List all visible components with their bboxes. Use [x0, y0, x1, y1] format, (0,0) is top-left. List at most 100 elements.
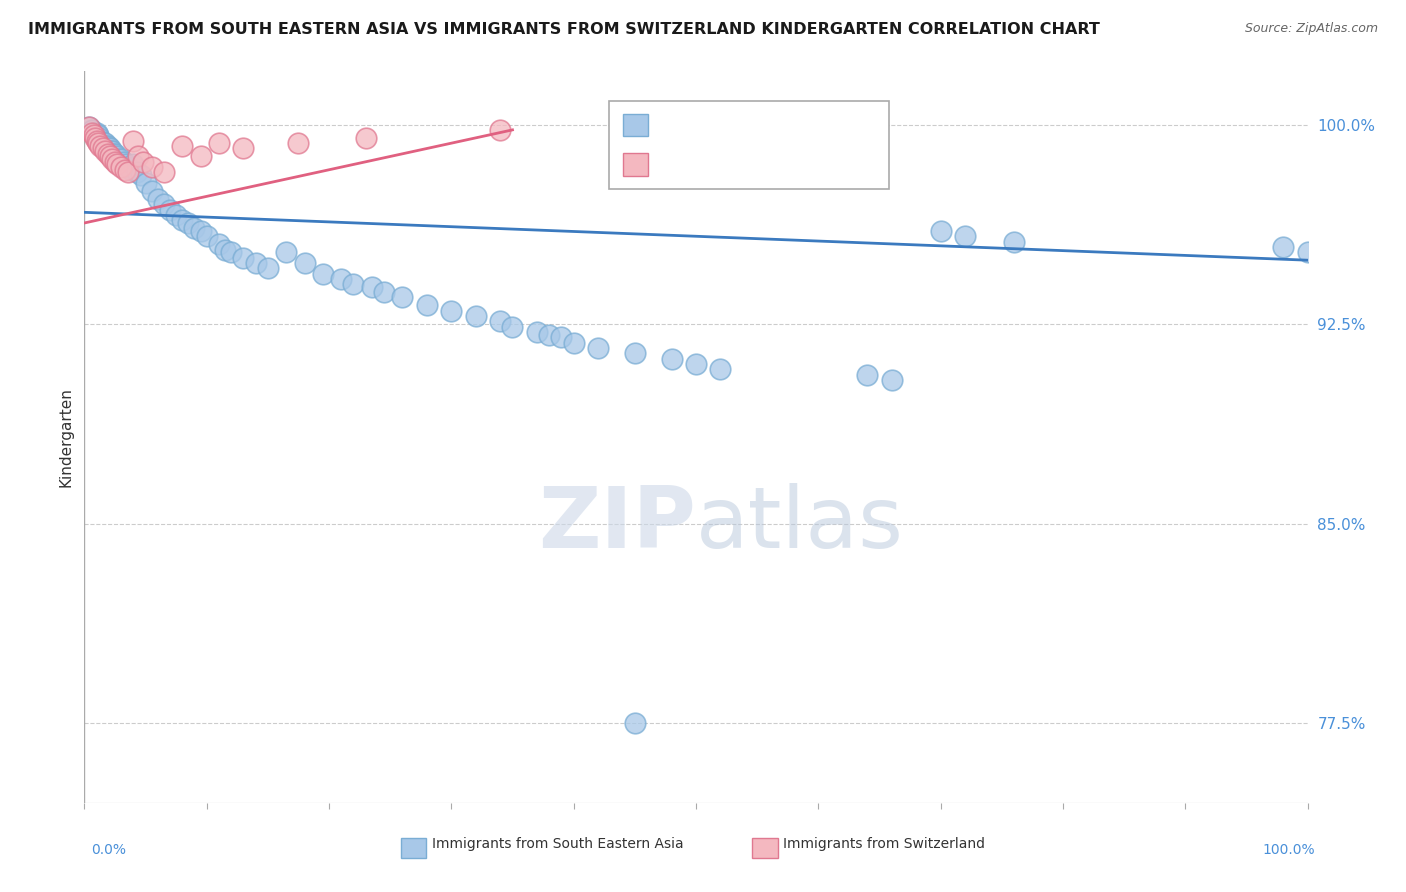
Text: Source: ZipAtlas.com: Source: ZipAtlas.com [1244, 22, 1378, 36]
Point [112, 154, 135, 169]
Point [122, 157, 145, 171]
Point [624, 716, 647, 731]
Point [83, 128, 105, 143]
Point [80, 123, 103, 137]
Point [141, 184, 163, 198]
Text: R =  0.344   N = 29: R = 0.344 N = 29 [657, 154, 806, 169]
Point [91, 141, 114, 155]
Point [107, 152, 129, 166]
Point [489, 314, 512, 328]
Point [330, 272, 353, 286]
Point [550, 330, 572, 344]
Text: R = -0.104   N = 76: R = -0.104 N = 76 [657, 115, 807, 130]
Point [87, 128, 110, 143]
Point [1002, 235, 1025, 249]
Point [208, 136, 231, 151]
Point [80, 126, 103, 140]
Point [208, 237, 231, 252]
Point [117, 165, 139, 179]
Point [77, 120, 100, 135]
Point [120, 162, 142, 177]
Point [141, 160, 163, 174]
Point [354, 131, 377, 145]
Point [219, 245, 242, 260]
Point [856, 368, 879, 382]
Point [98, 141, 121, 155]
Point [77, 120, 100, 135]
Point [105, 149, 128, 163]
Text: Immigrants from South Eastern Asia: Immigrants from South Eastern Asia [432, 837, 683, 851]
Point [132, 154, 155, 169]
Point [526, 325, 548, 339]
Point [586, 341, 609, 355]
Point [953, 229, 976, 244]
Point [125, 165, 148, 179]
Point [287, 136, 309, 151]
Point [489, 123, 512, 137]
Point [661, 351, 683, 366]
Point [245, 256, 267, 270]
Point [91, 136, 114, 151]
Point [97, 141, 120, 155]
Point [97, 138, 120, 153]
Point [94, 136, 117, 151]
Point [98, 149, 121, 163]
Point [104, 146, 127, 161]
Point [391, 290, 413, 304]
Point [117, 160, 139, 174]
Point [294, 256, 316, 270]
Point [312, 267, 335, 281]
Text: IMMIGRANTS FROM SOUTH EASTERN ASIA VS IMMIGRANTS FROM SWITZERLAND KINDERGARTEN C: IMMIGRANTS FROM SOUTH EASTERN ASIA VS IM… [28, 22, 1099, 37]
Point [84, 128, 107, 143]
Point [93, 136, 115, 151]
Point [97, 146, 120, 161]
Point [115, 157, 138, 171]
Point [86, 126, 108, 140]
Point [276, 245, 298, 260]
Point [195, 229, 218, 244]
Point [127, 149, 149, 163]
Point [89, 134, 111, 148]
Point [94, 144, 117, 158]
Point [165, 208, 187, 222]
Point [104, 154, 127, 169]
Point [232, 141, 254, 155]
Point [214, 243, 236, 257]
Text: atlas: atlas [696, 483, 904, 566]
Point [183, 221, 205, 235]
Point [177, 216, 200, 230]
Point [90, 136, 112, 151]
Point [880, 373, 903, 387]
Point [135, 176, 157, 190]
Point [709, 362, 731, 376]
Point [502, 319, 524, 334]
Point [342, 277, 364, 292]
Point [464, 309, 486, 323]
Point [100, 144, 122, 158]
Point [562, 335, 585, 350]
Point [360, 280, 382, 294]
Point [416, 298, 439, 312]
Point [96, 138, 118, 153]
Point [129, 168, 152, 182]
Point [373, 285, 395, 299]
Text: Immigrants from Switzerland: Immigrants from Switzerland [783, 837, 986, 851]
Point [538, 327, 561, 342]
Point [122, 134, 145, 148]
Point [110, 160, 132, 174]
Point [84, 131, 107, 145]
Point [153, 197, 176, 211]
Point [110, 152, 132, 166]
Point [103, 146, 125, 161]
Point [83, 126, 105, 140]
Point [87, 136, 110, 151]
Point [159, 202, 181, 217]
Text: 0.0%: 0.0% [91, 843, 127, 857]
Point [440, 303, 463, 318]
Point [105, 157, 128, 171]
Point [101, 152, 124, 166]
Text: ZIP: ZIP [538, 483, 696, 566]
Point [1296, 245, 1319, 260]
Point [257, 261, 280, 276]
Point [114, 162, 136, 177]
